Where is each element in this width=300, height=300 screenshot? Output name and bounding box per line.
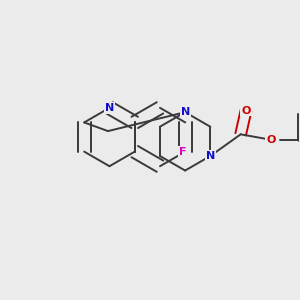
- Text: N: N: [206, 151, 215, 161]
- Text: N: N: [105, 103, 114, 113]
- Text: N: N: [181, 107, 190, 117]
- Text: O: O: [242, 106, 251, 116]
- Text: O: O: [266, 135, 276, 145]
- Text: F: F: [179, 147, 187, 157]
